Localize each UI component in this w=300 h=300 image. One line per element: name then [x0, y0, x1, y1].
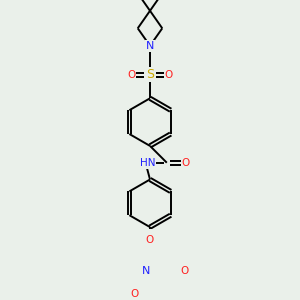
Text: O: O	[180, 266, 188, 276]
Text: O: O	[182, 158, 190, 168]
Text: N: N	[142, 266, 151, 276]
Text: N: N	[146, 41, 154, 51]
Text: S: S	[146, 68, 154, 81]
Text: O: O	[127, 70, 135, 80]
Text: O: O	[130, 290, 139, 299]
Text: O: O	[146, 235, 154, 245]
Text: O: O	[165, 70, 173, 80]
Text: HN: HN	[140, 158, 156, 168]
